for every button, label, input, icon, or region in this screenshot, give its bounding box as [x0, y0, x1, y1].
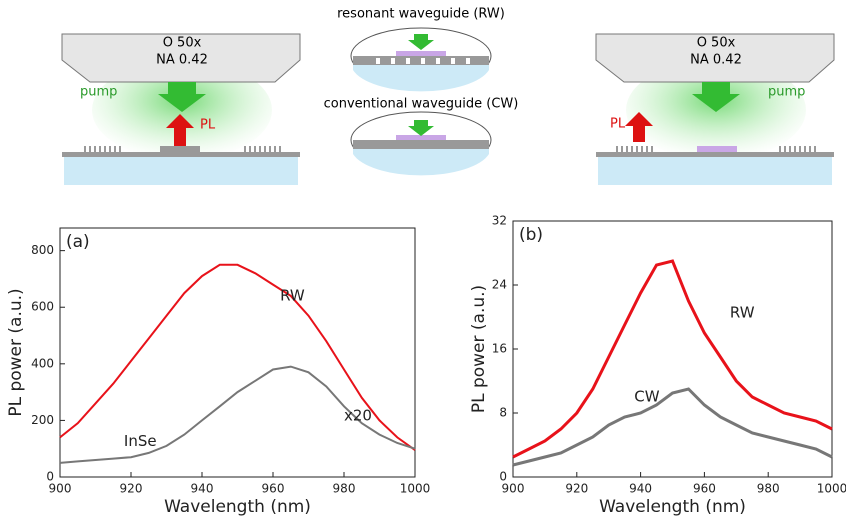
- y-tick-label: 600: [31, 300, 54, 314]
- plot-frame: [512, 220, 833, 478]
- panel-label: (b): [519, 225, 543, 245]
- x-tick-label: 1000: [400, 482, 431, 496]
- x-tick-label: 900: [49, 482, 72, 496]
- x-axis-label: Wavelength (nm): [599, 497, 746, 516]
- y-axis-label: PL power (a.u.): [469, 285, 489, 413]
- x-tick-label: 920: [565, 482, 588, 496]
- series-label: RW: [730, 304, 755, 322]
- left-setup: O 50x NA 0.42 pump PL: [61, 33, 301, 185]
- pl-label: PL: [610, 117, 626, 132]
- series-label: RW: [280, 286, 305, 304]
- y-tick-label: 32: [492, 214, 507, 228]
- data-line: [59, 365, 416, 464]
- y-tick-label: 8: [499, 406, 507, 420]
- x-tick-label: 980: [333, 482, 356, 496]
- x-tick-label: 940: [191, 482, 214, 496]
- objective-label: O 50x: [697, 36, 736, 51]
- panel-label: (a): [66, 232, 90, 252]
- plot-frame: [59, 227, 416, 478]
- y-tick-label: 0: [46, 470, 54, 484]
- x-tick-label: 960: [262, 482, 285, 496]
- y-tick-label: 16: [492, 342, 507, 356]
- y-tick-label: 800: [31, 243, 54, 257]
- data-line: [59, 263, 416, 451]
- x-tick-label: 960: [693, 482, 716, 496]
- x-tick-label: 920: [120, 482, 143, 496]
- data-line: [512, 259, 833, 459]
- x-axis-label: Wavelength (nm): [164, 497, 311, 516]
- pl-label: PL: [200, 118, 216, 133]
- series-label: InSe: [124, 432, 157, 450]
- objective-label: O 50x: [163, 36, 202, 51]
- right-setup: O 50x NA 0.42 pump PL: [595, 33, 835, 185]
- objective-label: NA 0.42: [690, 53, 742, 68]
- data-line: [512, 387, 833, 467]
- y-tick-label: 24: [492, 278, 507, 292]
- y-axis-label: PL power (a.u.): [6, 288, 26, 416]
- pump-label: pump: [768, 85, 805, 100]
- y-tick-label: 0: [499, 470, 507, 484]
- y-tick-label: 400: [31, 356, 54, 370]
- x-tick-label: 1000: [817, 482, 846, 496]
- x-tick-label: 900: [502, 482, 525, 496]
- pump-label: pump: [80, 85, 117, 100]
- series-label: CW: [634, 388, 659, 406]
- objective-label: NA 0.42: [156, 53, 208, 68]
- inset-label: resonant waveguide (RW): [337, 7, 505, 22]
- x-tick-label: 980: [757, 482, 780, 496]
- x-tick-label: 940: [629, 482, 652, 496]
- y-tick-label: 200: [31, 413, 54, 427]
- inset-label: conventional waveguide (CW): [324, 97, 519, 112]
- waveguide-insets: resonant waveguide (RW) conventional wav…: [324, 7, 519, 176]
- annotation: x20: [344, 407, 372, 425]
